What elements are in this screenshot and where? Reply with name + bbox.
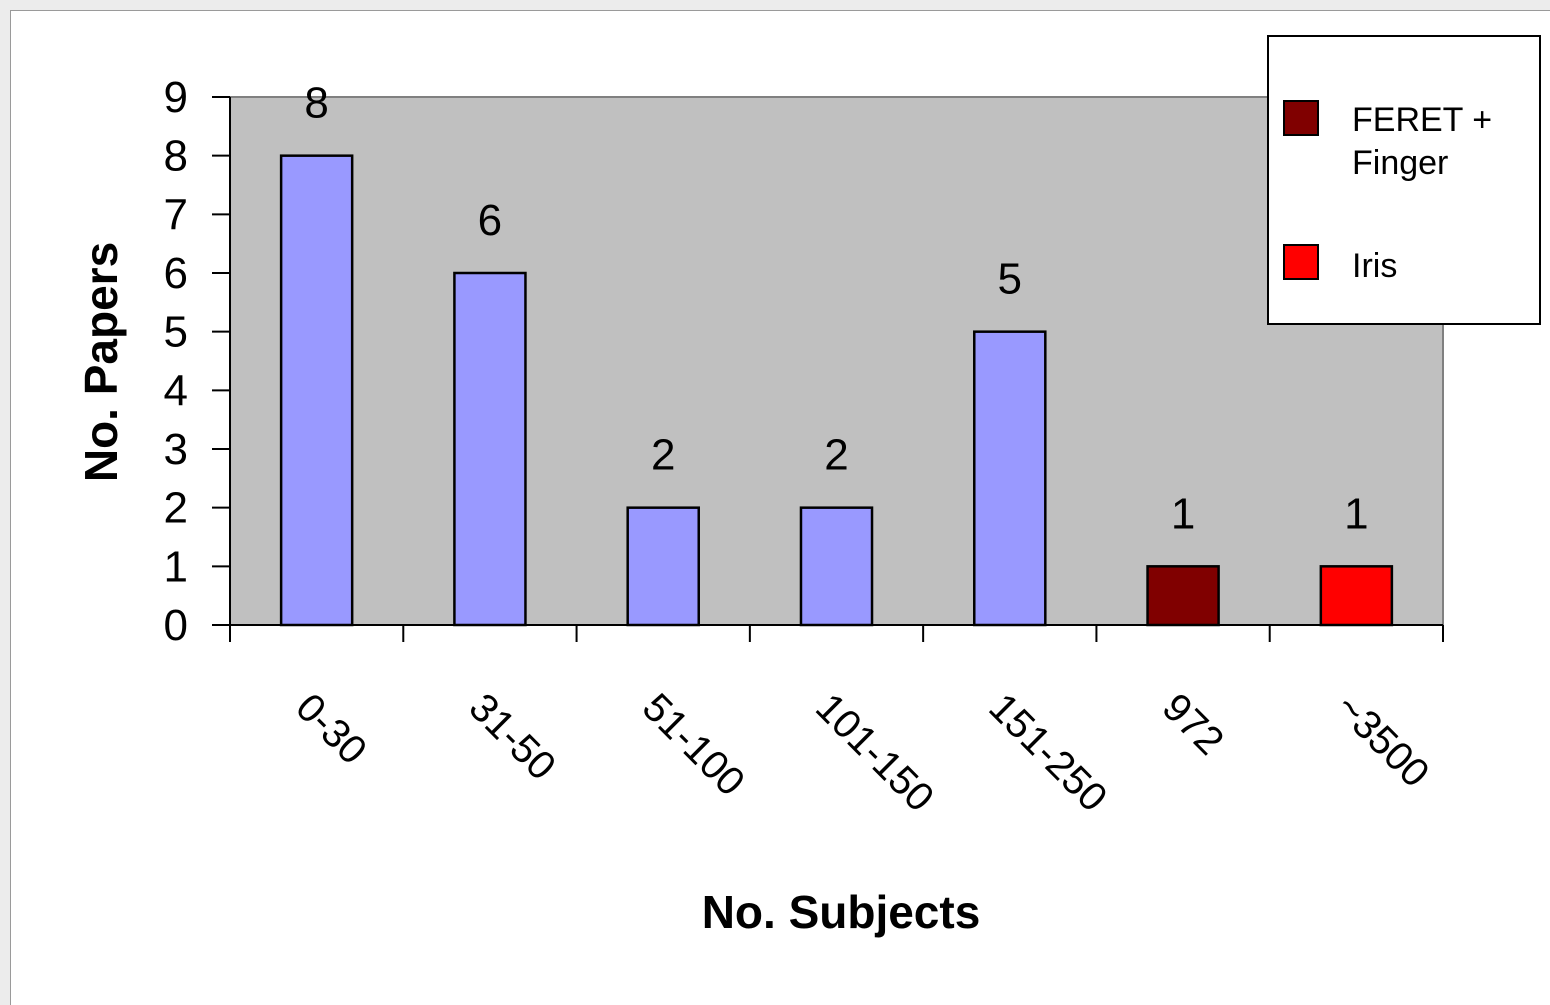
data-label: 2 (651, 431, 675, 480)
x-axis-title: No. Subjects (702, 886, 981, 938)
bar-972 (1146, 565, 1220, 627)
bar-3500 (1319, 565, 1394, 627)
x-axis (229, 624, 1444, 642)
y-axis-title: No. Papers (75, 242, 127, 482)
y-tick-label: 6 (164, 249, 188, 298)
x-category-label: 31-50 (461, 685, 564, 788)
legend-swatch-feret-finger (1283, 100, 1319, 136)
y-tick-label: 0 (164, 601, 188, 650)
legend-label-feret-line1: FERET + (1352, 101, 1492, 139)
data-label: 8 (304, 79, 328, 128)
x-category-label: 101-150 (807, 685, 942, 820)
y-tick-label: 1 (164, 542, 188, 591)
y-tick-label: 4 (164, 366, 188, 415)
y-tick-label: 3 (164, 425, 188, 474)
y-tick-label: 2 (164, 484, 188, 533)
y-axis: 0 1 2 3 4 5 6 7 8 9 (164, 73, 231, 650)
x-category-label: 51-100 (634, 685, 753, 804)
bar-31-50 (453, 271, 527, 627)
bar-101-150 (799, 506, 874, 627)
x-category-label: ~3500 (1327, 685, 1438, 796)
bars (279, 154, 1394, 627)
data-label: 6 (478, 196, 502, 245)
data-label: 2 (824, 431, 848, 480)
legend: FERET + Finger Iris (1267, 35, 1541, 325)
legend-swatch-iris (1283, 244, 1319, 280)
data-label: 1 (1171, 489, 1195, 538)
category-labels: 0-30 31-50 51-100 101-150 151-250 972 ~3500 (287, 685, 1437, 820)
y-tick-label: 9 (164, 73, 188, 122)
data-label: 5 (998, 255, 1022, 304)
data-label: 1 (1344, 489, 1368, 538)
x-category-label: 972 (1154, 685, 1232, 763)
legend-label-iris: Iris (1352, 247, 1397, 285)
y-tick-label: 7 (164, 190, 188, 239)
bar-0-30 (279, 154, 354, 627)
bar-51-100 (626, 506, 700, 627)
data-labels: 8 6 2 2 5 1 1 (304, 79, 1368, 539)
y-tick-label: 8 (164, 132, 188, 181)
x-category-label: 151-250 (980, 685, 1115, 820)
y-tick-label: 5 (164, 308, 188, 357)
legend-label-feret-line2: Finger (1352, 144, 1448, 182)
legend-box (1267, 35, 1541, 325)
x-category-label: 0-30 (287, 685, 375, 773)
bar-151-250 (973, 330, 1047, 627)
